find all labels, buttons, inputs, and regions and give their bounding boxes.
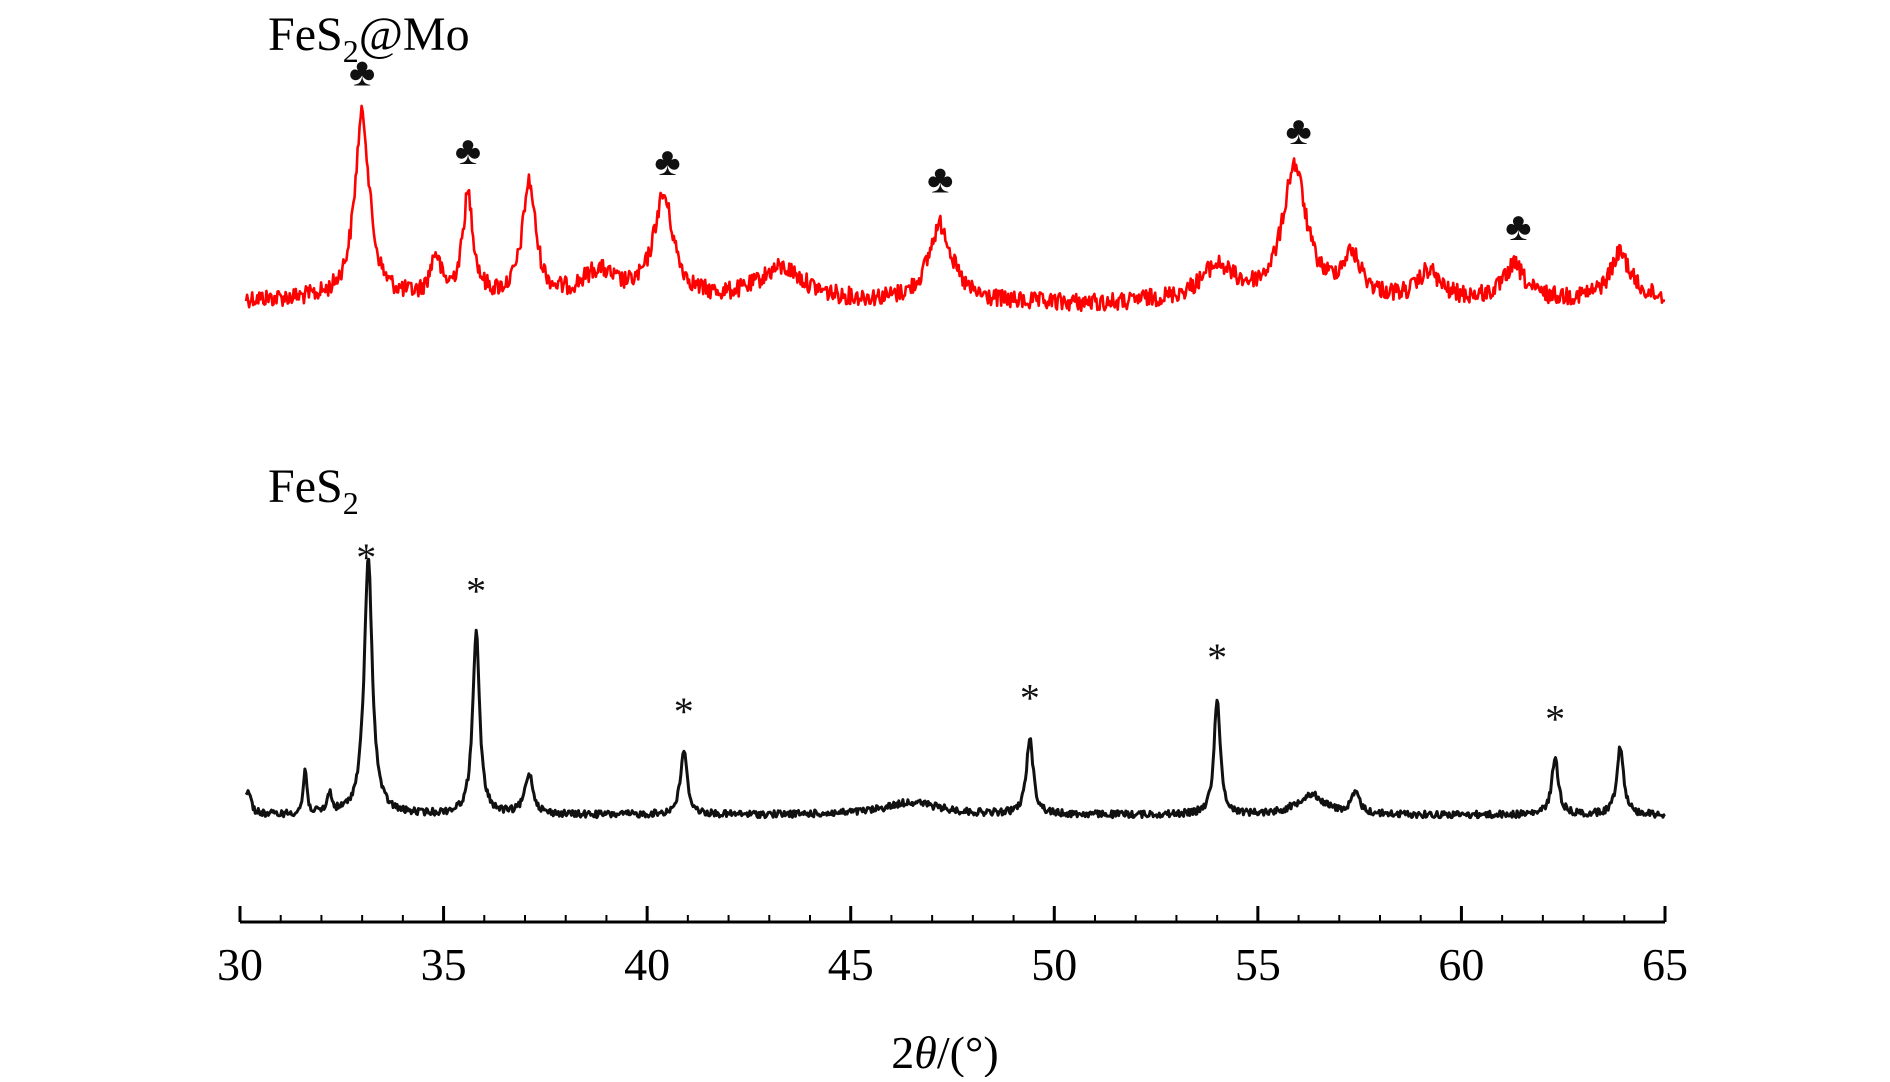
asterisk-marker-4: * (1207, 635, 1227, 680)
series-label-fes2-mo: FeS2@Mo (268, 8, 470, 69)
x-tick-label-35: 35 (421, 939, 467, 990)
x-tick-label-55: 55 (1235, 939, 1281, 990)
x-axis: 30 35 40 45 50 55 60 65 (217, 906, 1688, 990)
marker-layer: ♣ ♣ ♣ ♣ ♣ ♣ * * * * * * (349, 49, 1565, 741)
series-label-fes2: FeS2 (268, 460, 359, 521)
series-layer (244, 104, 1666, 820)
x-tick-label-40: 40 (624, 939, 670, 990)
asterisk-marker-5: * (1545, 697, 1565, 742)
club-marker-0: ♣ (349, 49, 375, 94)
x-tick-label-45: 45 (828, 939, 874, 990)
x-tick-label-50: 50 (1031, 939, 1077, 990)
asterisk-marker-3: * (1020, 675, 1040, 720)
club-marker-2: ♣ (654, 139, 680, 184)
club-marker-3: ♣ (927, 156, 953, 201)
club-marker-1: ♣ (455, 128, 481, 173)
asterisk-marker-0: * (356, 535, 376, 580)
x-axis-title: 2θ/(°) (891, 1027, 998, 1077)
series-line-fes2-mo (244, 104, 1666, 313)
x-tick-label-60: 60 (1438, 939, 1484, 990)
asterisk-marker-1: * (466, 568, 486, 613)
x-tick-label-65: 65 (1642, 939, 1688, 990)
club-marker-5: ♣ (1505, 204, 1531, 249)
series-line-fes2 (244, 557, 1666, 820)
x-tick-label-30: 30 (217, 939, 263, 990)
asterisk-marker-2: * (674, 689, 694, 734)
club-marker-4: ♣ (1285, 108, 1311, 153)
